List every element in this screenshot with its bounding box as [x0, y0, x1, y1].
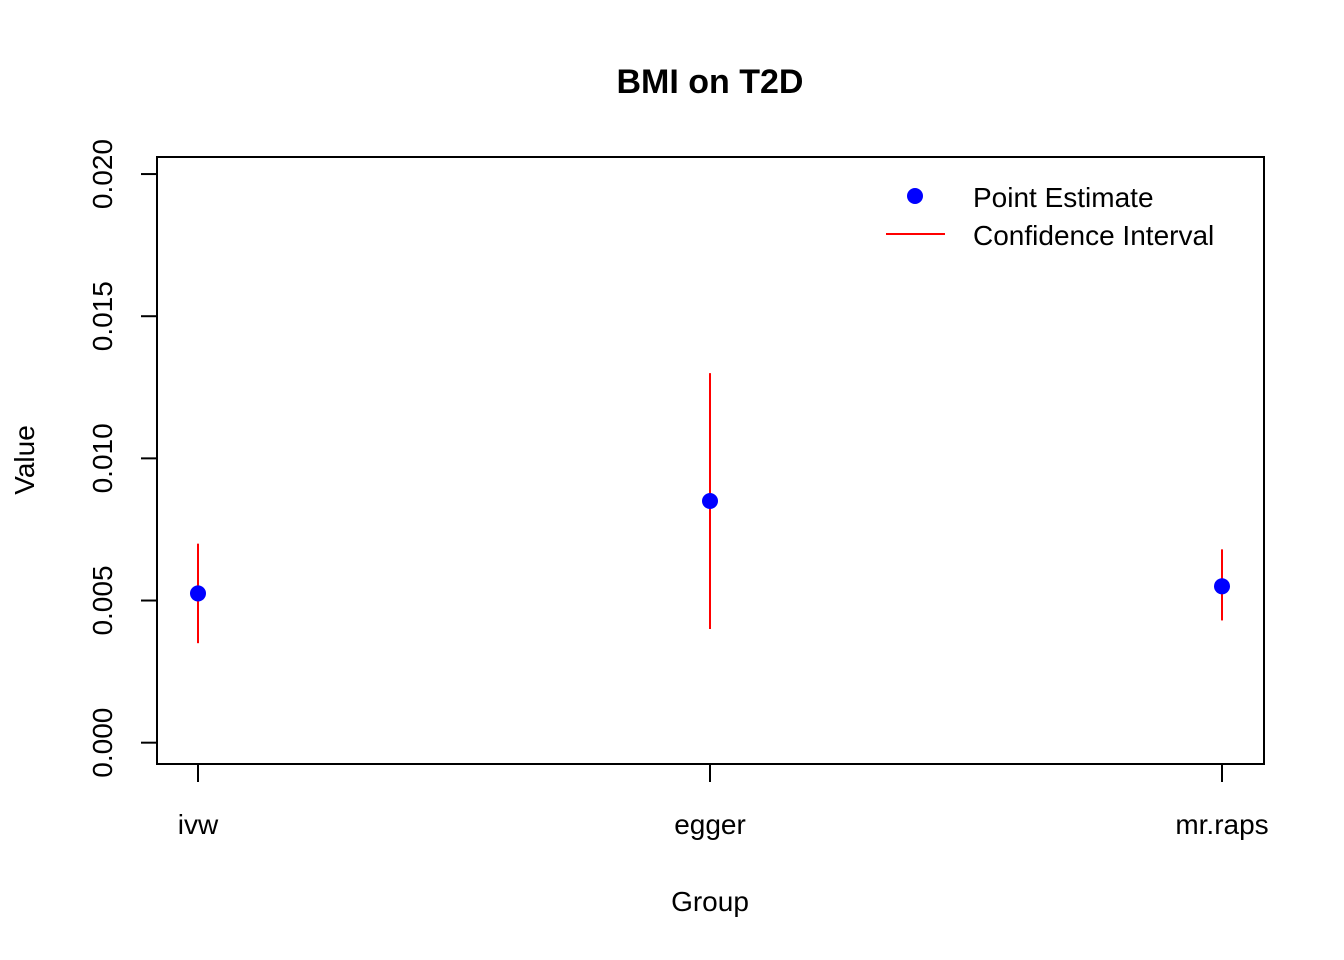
y-axis: 0.000 0.005 0.010 0.015 0.020	[87, 139, 158, 778]
y-tick-label: 0.020	[87, 139, 118, 209]
y-tick-label: 0.005	[87, 565, 118, 635]
x-tick-label: ivw	[178, 809, 219, 840]
x-tick-label: egger	[674, 809, 746, 840]
point-estimate-mr-raps	[1214, 578, 1230, 595]
y-axis-label: Value	[9, 425, 40, 495]
x-axis-label: Group	[671, 886, 749, 917]
x-axis: ivw egger mr.raps	[178, 764, 1269, 840]
x-tick-label: mr.raps	[1175, 809, 1268, 840]
y-tick-label: 0.015	[87, 281, 118, 351]
data-marks	[190, 373, 1230, 644]
point-estimate-egger	[702, 493, 718, 510]
legend-point-marker	[907, 188, 923, 204]
legend-point-label: Point Estimate	[973, 182, 1154, 213]
chart-title: BMI on T2D	[617, 63, 804, 101]
y-tick-label: 0.010	[87, 423, 118, 493]
legend-ci-label: Confidence Interval	[973, 220, 1214, 251]
y-tick-label: 0.000	[87, 708, 118, 778]
legend: Point Estimate Confidence Interval	[886, 182, 1214, 251]
point-estimate-ivw	[190, 585, 206, 602]
